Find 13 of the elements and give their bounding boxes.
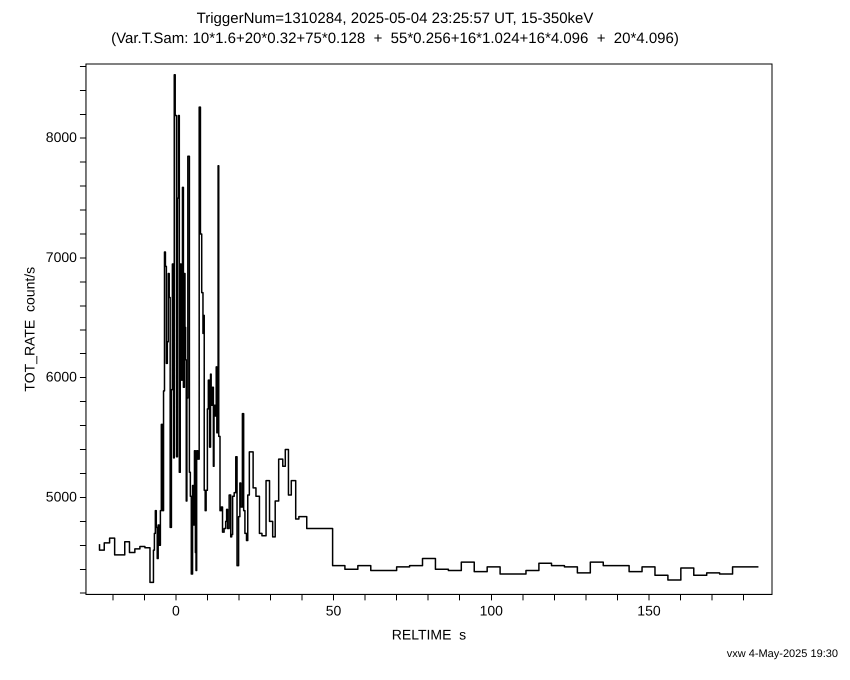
x-tick-label: 0 xyxy=(172,602,180,619)
y-tick-label: 6000 xyxy=(46,368,78,385)
x-axis-title: RELTIME s xyxy=(392,626,466,642)
y-tick-label: 7000 xyxy=(46,248,78,265)
y-tick-label: 8000 xyxy=(46,129,78,146)
y-tick-label: 5000 xyxy=(46,488,78,504)
y-axis-title: TOT_RATE count/s xyxy=(21,266,38,392)
chart-title: TriggerNum=1310284, 2025-05-04 23:25:57 UT, 15-350keV xyxy=(196,10,594,28)
text: vxw 4-May-2025 19:30 xyxy=(726,648,839,660)
x-tick-label: 50 xyxy=(326,602,342,619)
chart-subtitle: (Var.T.Sam: 10*1.6+20*0.32+75*0.128 + 55*0.256+16*1.024+16*4.096 + 20*4.096) xyxy=(111,30,679,48)
x-tick-label: 100 xyxy=(480,602,504,619)
x-tick-label: 150 xyxy=(637,602,661,619)
